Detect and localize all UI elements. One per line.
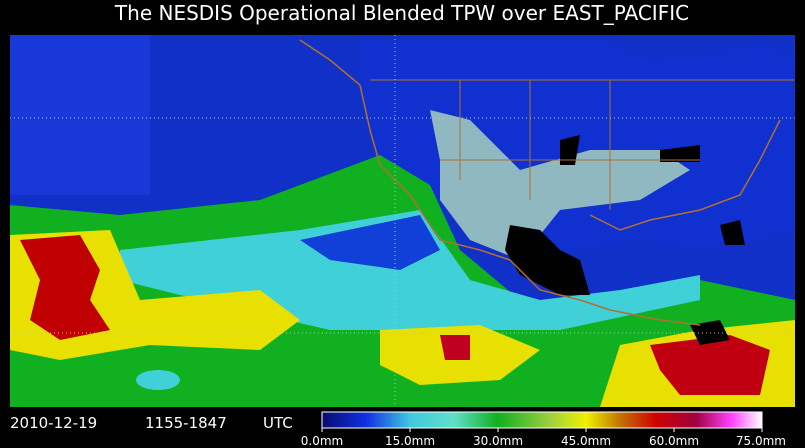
colorbar <box>321 411 763 429</box>
timezone: UTC <box>263 414 293 432</box>
colorbar-label: 15.0mm <box>385 434 435 448</box>
date: 2010-12-19 <box>10 414 97 432</box>
colorbar-label: 60.0mm <box>649 434 699 448</box>
time-range: 1155-1847 <box>145 414 227 432</box>
colorbar-label: 30.0mm <box>473 434 523 448</box>
tpw-map <box>10 35 795 407</box>
colorbar-label: 75.0mm <box>736 434 786 448</box>
title: The NESDIS Operational Blended TPW over … <box>114 1 689 25</box>
colorbar-labels: 0.0mm 15.0mm 30.0mm 45.0mm 60.0mm 75.0mm <box>301 428 786 448</box>
colorbar-label: 45.0mm <box>561 434 611 448</box>
colorbar-label: 0.0mm <box>301 434 343 448</box>
